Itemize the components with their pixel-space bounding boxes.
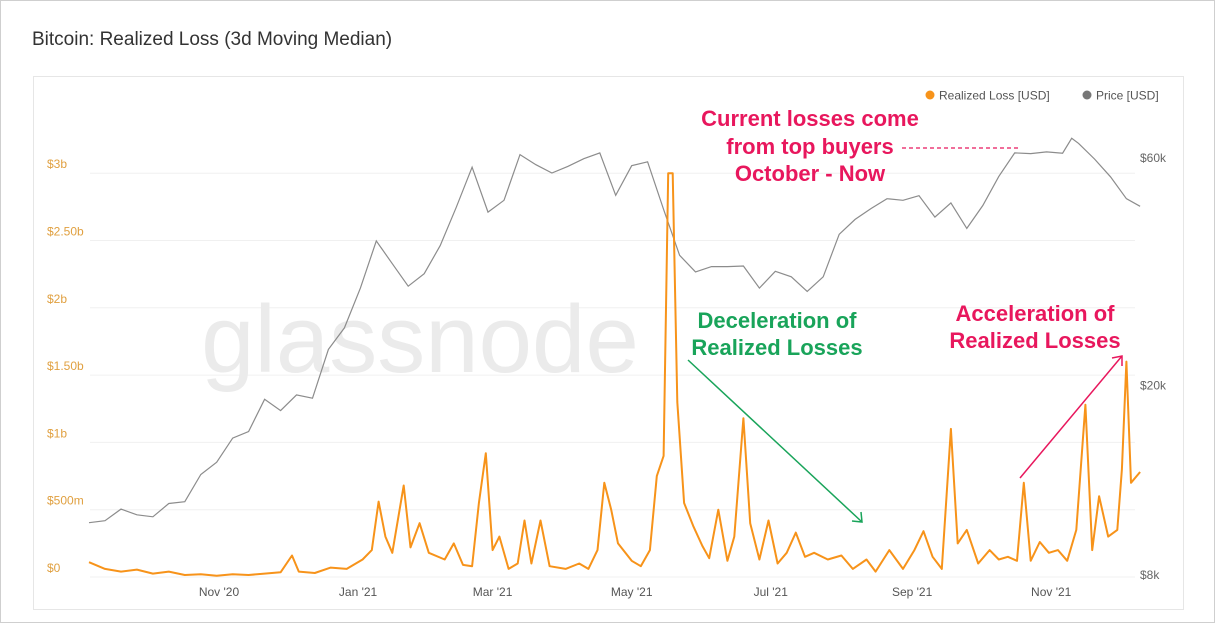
left-axis-tick-label: $1b	[47, 426, 67, 440]
realized-loss-series-line	[88, 172, 1141, 577]
annotation-deceleration: Deceleration of Realized Losses	[687, 308, 863, 523]
x-axis-tick-label: Sep '21	[892, 585, 933, 599]
x-axis-tick-label: Jan '21	[339, 585, 378, 599]
left-axis-tick-label: $2b	[47, 292, 67, 306]
arrow-down-icon	[687, 359, 863, 523]
legend: Realized Loss [USD] Price [USD]	[925, 89, 1159, 103]
legend-price-marker	[1082, 90, 1092, 100]
x-axis: Nov '20 Jan '21 Mar '21 May '21 Jul '21 Sep '…	[199, 585, 1072, 599]
annotation-text: Deceleration of	[698, 308, 858, 333]
x-axis-tick-label: May '21	[611, 585, 653, 599]
arrowhead-icon	[851, 511, 863, 523]
chart-title: Bitcoin: Realized Loss (3d Moving Median…	[32, 29, 393, 50]
left-axis-tick-label: $1.50b	[47, 359, 84, 373]
right-axis: $8k $20k $60k	[1140, 151, 1167, 582]
legend-loss-label[interactable]: Realized Loss [USD]	[939, 89, 1050, 103]
gridlines	[90, 172, 1135, 578]
chart-panel	[33, 76, 1184, 610]
right-axis-tick-label: $20k	[1140, 378, 1167, 392]
left-axis-tick-label: $0	[47, 561, 61, 575]
annotation-text: October - Now	[735, 161, 886, 186]
annotation-top-buyers: Current losses come from top buyers Octo…	[701, 106, 1018, 186]
x-axis-tick-label: Nov '21	[1031, 585, 1072, 599]
x-axis-tick-label: Nov '20	[199, 585, 240, 599]
left-axis: $0 $500m $1b $1.50b $2b $2.50b $3b	[47, 157, 84, 575]
watermark-logo: glassnode	[201, 286, 639, 393]
right-axis-tick-label: $8k	[1140, 568, 1160, 582]
annotation-text: Acceleration of	[956, 301, 1116, 326]
arrowhead-icon	[1111, 355, 1123, 366]
price-series-line	[88, 137, 1141, 524]
x-axis-tick-label: Jul '21	[754, 585, 789, 599]
annotation-text: Current losses come	[701, 106, 919, 131]
left-axis-tick-label: $2.50b	[47, 225, 84, 239]
right-axis-tick-label: $60k	[1140, 151, 1167, 165]
annotation-text: from top buyers	[726, 134, 893, 159]
arrow-up-icon	[1019, 355, 1123, 479]
left-axis-tick-label: $3b	[47, 157, 67, 171]
annotation-text: Realized Losses	[691, 335, 862, 360]
left-axis-tick-label: $500m	[47, 494, 84, 508]
annotation-acceleration: Acceleration of Realized Losses	[949, 301, 1123, 479]
annotation-text: Realized Losses	[949, 328, 1120, 353]
x-axis-tick-label: Mar '21	[473, 585, 513, 599]
legend-price-label[interactable]: Price [USD]	[1096, 89, 1159, 103]
legend-loss-marker	[925, 90, 935, 100]
